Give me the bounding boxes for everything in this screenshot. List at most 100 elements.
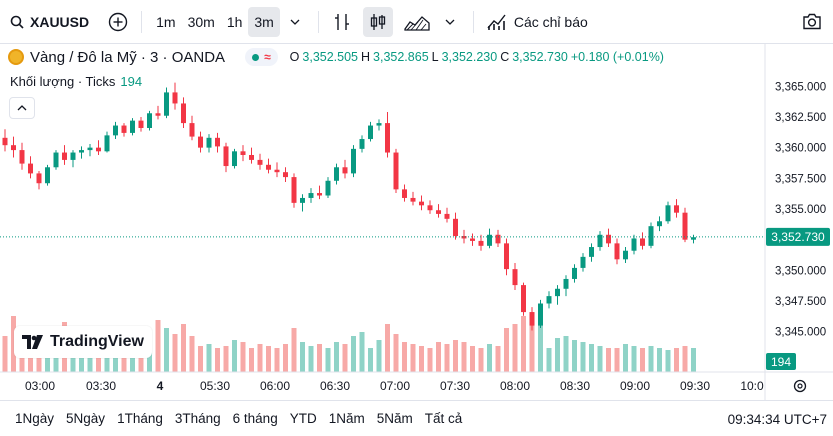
camera-icon [803, 13, 821, 30]
time-tick-label: 4 [157, 379, 164, 393]
time-tick-label: 06:30 [320, 379, 350, 393]
range-1-month[interactable]: 1Tháng [117, 411, 163, 426]
volume-bar [606, 348, 611, 372]
range-3-months[interactable]: 3Tháng [174, 411, 221, 426]
volume-bar [572, 340, 577, 372]
volume-bar [495, 346, 501, 372]
time-scale[interactable]: 03:00 03:30 4 05:30 06:00 06:30 07:00 07:30 08:0… [25, 379, 764, 393]
area-chart-type-button[interactable] [399, 7, 435, 37]
range-5-days[interactable]: 5Ngày [66, 411, 106, 426]
candle-body [359, 139, 365, 149]
market-status-pill[interactable]: ≈ [245, 48, 278, 66]
volume-bar [36, 348, 42, 372]
volume-bar [461, 342, 467, 372]
clock-timezone[interactable]: 09:34:34 UTC+7 [727, 412, 827, 427]
timeframe-label: 1m [156, 13, 176, 30]
volume-bar [359, 332, 365, 372]
snapshot-button[interactable] [797, 7, 827, 37]
compare-symbol-button[interactable] [103, 7, 133, 37]
chevron-up-icon [17, 105, 27, 111]
volume-legend-title: Khối lượng · Ticks [10, 74, 116, 89]
timeframe-dropdown[interactable] [280, 7, 310, 37]
price-tick-label: 3,360.000 [775, 143, 826, 155]
candle-body [665, 205, 671, 222]
candle-body [606, 234, 611, 244]
price-tick-label: 3,347.500 [775, 296, 826, 308]
volume-bar [427, 348, 433, 372]
timeframe-label: 1h [226, 13, 243, 30]
volume-bar [274, 348, 280, 372]
close-value: 3,352.730 [512, 50, 568, 64]
volume-legend[interactable]: Khối lượng · Ticks 194 [10, 74, 142, 89]
area-chart-icon [404, 15, 430, 31]
volume-bar [291, 328, 297, 372]
bar-replay-button[interactable] [327, 7, 357, 37]
volume-bar [648, 346, 654, 372]
last-price-badge [766, 227, 830, 246]
volume-bar [368, 348, 373, 372]
candle-body [555, 288, 560, 297]
range-all[interactable]: Tất cả [424, 411, 463, 426]
volume-legend-value: 194 [120, 74, 143, 89]
logo-text: TradingView [50, 333, 144, 350]
candle-body [317, 193, 322, 196]
volume-bar [249, 348, 254, 372]
high-value: 3,352.865 [373, 50, 429, 64]
tradingview-logo[interactable]: TradingView [14, 326, 152, 358]
candle-body [96, 147, 101, 152]
time-tick-label: 07:00 [380, 379, 410, 393]
volume-bar [300, 342, 305, 372]
chart-pane[interactable]: 3,365.000 3,362.500 3,360.000 3,357.500 3,35… [0, 44, 833, 400]
symbol-label: XAUUSD [30, 13, 90, 30]
time-tick-label: 03:00 [25, 379, 55, 393]
candle-body [181, 103, 186, 124]
price-chart[interactable]: 3,365.000 3,362.500 3,360.000 3,357.500 3,35… [0, 44, 833, 400]
volume-bar [164, 328, 169, 372]
volume-bar [223, 346, 229, 372]
volume-bar [589, 344, 594, 372]
timeframe-30m[interactable]: 30m [182, 7, 221, 37]
timeframe-1m[interactable]: 1m [150, 7, 181, 37]
volume-bar [470, 346, 475, 372]
volume-bar [283, 344, 288, 372]
divider [141, 10, 143, 33]
range-1-day[interactable]: 1Ngày [15, 411, 55, 426]
price-scale[interactable]: 3,365.000 3,362.500 3,360.000 3,357.500 3,35… [775, 81, 826, 338]
price-tick-label: 3,365.000 [775, 81, 826, 93]
time-tick-label: 09:00 [620, 379, 650, 393]
candle-body [11, 145, 16, 151]
range-1-year[interactable]: 1Năm [328, 411, 365, 426]
time-scale-settings-button[interactable] [793, 379, 807, 393]
volume-bar [521, 316, 526, 372]
volume-bar [614, 348, 620, 372]
candle-body [351, 148, 356, 174]
timeframe-3m[interactable]: 3m [248, 6, 280, 37]
legend-title[interactable]: Vàng / Đô la Mỹ · 3 · OANDA [30, 48, 226, 66]
timeframe-1h[interactable]: 1h [221, 7, 249, 37]
candle-body [402, 189, 407, 198]
volume-bar [665, 350, 671, 372]
range-ytd[interactable]: YTD [289, 411, 317, 426]
candle-body [453, 218, 458, 236]
candle-body [130, 120, 135, 133]
range-5-years[interactable]: 5Năm [376, 411, 413, 426]
chart-type-dropdown[interactable] [435, 7, 465, 37]
symbol-search[interactable]: XAUUSD [10, 7, 89, 37]
volume-bar [538, 318, 543, 372]
time-tick-label: 10:0 [740, 379, 764, 393]
candle-body [240, 151, 246, 155]
date-range-bar: 1Ngày 5Ngày 1Tháng 3Tháng 6 tháng YTD 1N… [0, 400, 833, 436]
collapse-legend-button[interactable] [9, 97, 35, 119]
gold-coin-icon [8, 49, 24, 65]
volume-bar [385, 324, 390, 372]
candles-chart-type-button[interactable] [362, 6, 393, 37]
indicators-button[interactable]: Các chỉ báo [486, 7, 588, 37]
volume-bar [512, 324, 518, 372]
gear-icon [793, 379, 807, 393]
candle-body [28, 163, 33, 174]
volume-bar [623, 344, 628, 372]
timeframe-label: 3m [254, 13, 274, 30]
candle-body [155, 113, 161, 116]
indicators-icon [487, 14, 506, 30]
range-6-months[interactable]: 6 tháng [232, 411, 278, 426]
